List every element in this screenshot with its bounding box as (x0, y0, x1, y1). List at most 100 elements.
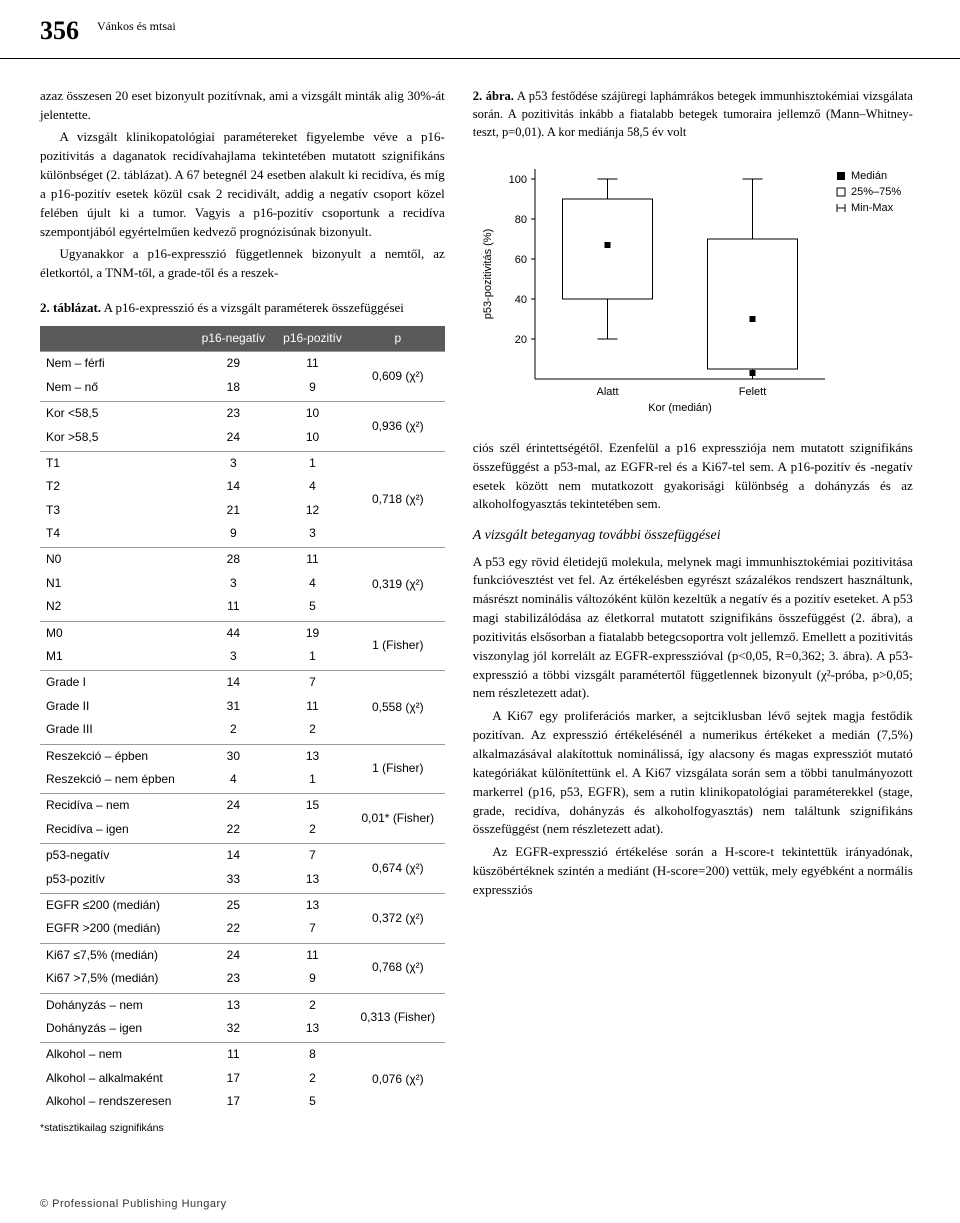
table-row: Kor <58,523100,936 (χ²) (40, 402, 445, 426)
table-cell: 32 (193, 1017, 275, 1043)
table-cell-p: 0,076 (χ²) (351, 1043, 445, 1116)
table-cell: 2 (274, 1067, 351, 1090)
table-row: Recidíva – nem24150,01* (Fisher) (40, 794, 445, 818)
table-cell: T4 (40, 522, 193, 548)
table-cell: Reszekció – nem épben (40, 768, 193, 794)
table-cell: 3 (274, 522, 351, 548)
table-cell: T2 (40, 475, 193, 498)
svg-text:Kor (medián): Kor (medián) (648, 402, 712, 414)
table-cell: 9 (274, 967, 351, 993)
table-cell: 17 (193, 1067, 275, 1090)
table-cell: 29 (193, 352, 275, 376)
table-cell-p: 0,01* (Fisher) (351, 794, 445, 844)
table-row: Reszekció – épben30131 (Fisher) (40, 744, 445, 768)
table-cell: Kor >58,5 (40, 426, 193, 452)
table-cell: 13 (274, 893, 351, 917)
table-cell: 23 (193, 967, 275, 993)
table-cell: 2 (274, 993, 351, 1017)
table-cell: 11 (193, 595, 275, 621)
table-row: Grade I1470,558 (χ²) (40, 671, 445, 695)
body-paragraph: A Ki67 egy proliferációs marker, a sejtc… (473, 707, 913, 839)
table-cell: Grade I (40, 671, 193, 695)
table-cell: 4 (193, 768, 275, 794)
table-cell: M0 (40, 621, 193, 645)
table-cell-p: 0,313 (Fisher) (351, 993, 445, 1043)
table-cell: EGFR >200 (medián) (40, 917, 193, 943)
table-cell: 3 (193, 572, 275, 595)
table-cell: 25 (193, 893, 275, 917)
table-header: p16-negatív (193, 326, 275, 352)
body-paragraph: Ugyanakkor a p16-expresszió függetlennek… (40, 245, 445, 283)
table-cell: Grade III (40, 718, 193, 744)
table-cell: 30 (193, 744, 275, 768)
table-row: Ki67 ≤7,5% (medián)24110,768 (χ²) (40, 943, 445, 967)
table-cell-p: 0,558 (χ²) (351, 671, 445, 744)
boxplot-figure: 20406080100p53-pozitivitás (%)AlattFelet… (473, 155, 913, 421)
table-cell: p53-pozitív (40, 868, 193, 894)
table-row: Alkohol – nem1180,076 (χ²) (40, 1043, 445, 1067)
body-paragraph: ciós szél érintettségétől. Ezenfelül a p… (473, 439, 913, 514)
table-cell: N2 (40, 595, 193, 621)
table-cell: 5 (274, 1090, 351, 1115)
table-cell-p: 0,372 (χ²) (351, 893, 445, 943)
table-cell: 5 (274, 595, 351, 621)
table-cell-p: 0,718 (χ²) (351, 451, 445, 548)
table-caption: 2. táblázat. A p16-expresszió és a vizsg… (40, 299, 445, 318)
table-cell: 24 (193, 943, 275, 967)
table-cell: 3 (193, 451, 275, 475)
table-row: EGFR ≤200 (medián)25130,372 (χ²) (40, 893, 445, 917)
table-cell: 9 (193, 522, 275, 548)
table-cell: 8 (274, 1043, 351, 1067)
table-cell: Recidíva – igen (40, 818, 193, 844)
svg-text:40: 40 (515, 294, 527, 306)
table-cell: 31 (193, 695, 275, 718)
table-cell: 24 (193, 426, 275, 452)
authors-line: Vánkos és mtsai (97, 12, 176, 35)
figure-caption-text: A p53 festődése szájüregi laphámrákos be… (473, 89, 913, 139)
table-cell: Dohányzás – igen (40, 1017, 193, 1043)
body-paragraph: Az EGFR-expresszió értékelése során a H-… (473, 843, 913, 900)
table-row: p53-negatív1470,674 (χ²) (40, 844, 445, 868)
table-header: p (351, 326, 445, 352)
table-cell: 18 (193, 376, 275, 402)
table-cell-p: 0,768 (χ²) (351, 943, 445, 993)
table-cell: 44 (193, 621, 275, 645)
table-cell: 24 (193, 794, 275, 818)
table-cell: Dohányzás – nem (40, 993, 193, 1017)
svg-text:Min-Max: Min-Max (851, 202, 894, 214)
svg-text:p53-pozitivitás (%): p53-pozitivitás (%) (482, 229, 494, 319)
table-cell: 33 (193, 868, 275, 894)
table-cell: Alkohol – rendszeresen (40, 1090, 193, 1115)
svg-text:20: 20 (515, 334, 527, 346)
table-row: N028110,319 (χ²) (40, 548, 445, 572)
table-cell: 11 (274, 352, 351, 376)
table-cell: 4 (274, 475, 351, 498)
table-cell: 7 (274, 844, 351, 868)
boxplot-svg: 20406080100p53-pozitivitás (%)AlattFelet… (473, 155, 913, 415)
page-number: 356 (0, 12, 97, 50)
table-cell: 13 (274, 744, 351, 768)
table-cell: 11 (274, 943, 351, 967)
table-cell: Kor <58,5 (40, 402, 193, 426)
table-cell: 14 (193, 844, 275, 868)
table-cell: Grade II (40, 695, 193, 718)
table-cell: 1 (274, 645, 351, 671)
table-row: M044191 (Fisher) (40, 621, 445, 645)
table-cell-p: 1 (Fisher) (351, 621, 445, 671)
table-cell: 23 (193, 402, 275, 426)
right-column: 2. ábra. A p53 festődése szájüregi laphá… (473, 87, 913, 1137)
svg-text:25%–75%: 25%–75% (851, 186, 901, 198)
table-cell: 12 (274, 499, 351, 522)
table-header (40, 326, 193, 352)
svg-text:80: 80 (515, 214, 527, 226)
page-header: 356 Vánkos és mtsai (0, 0, 960, 59)
table-cell: 2 (274, 718, 351, 744)
table-cell: 7 (274, 671, 351, 695)
table-cell: 13 (274, 868, 351, 894)
table-cell: 19 (274, 621, 351, 645)
table-cell: 22 (193, 917, 275, 943)
table-cell-p: 0,609 (χ²) (351, 352, 445, 402)
figure-caption-label: 2. ábra. (473, 89, 514, 103)
table-cell-p: 1 (Fisher) (351, 744, 445, 794)
table-cell: 15 (274, 794, 351, 818)
